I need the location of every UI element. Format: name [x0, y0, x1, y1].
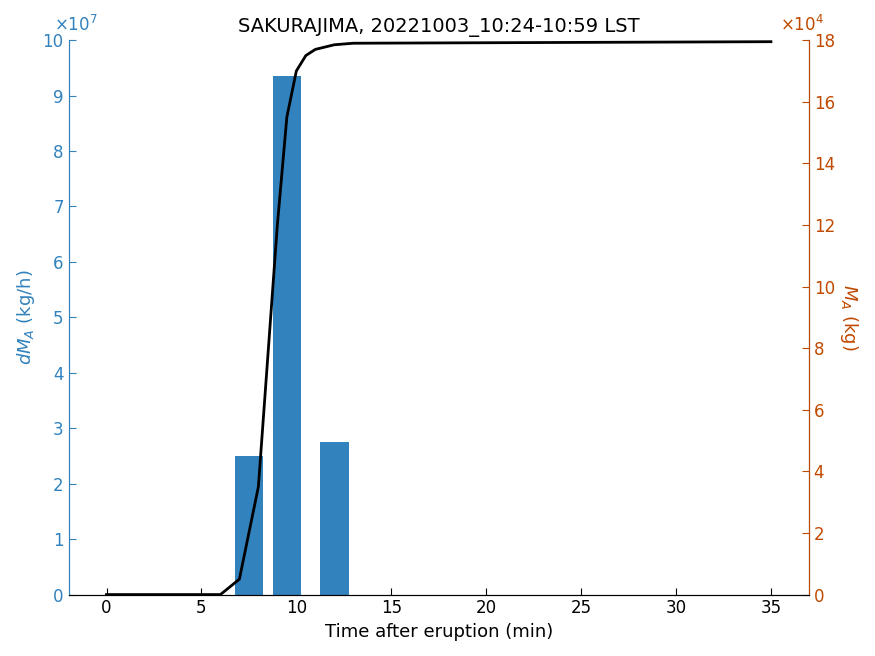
Bar: [273, 76, 301, 594]
X-axis label: Time after eruption (min): Time after eruption (min): [325, 623, 553, 641]
Bar: [320, 442, 348, 594]
Text: $\times 10^7$: $\times 10^7$: [53, 14, 97, 35]
Text: $\times 10^4$: $\times 10^4$: [780, 14, 823, 35]
Y-axis label: $dM_A\ \mathrm{(kg/h)}$: $dM_A\ \mathrm{(kg/h)}$: [15, 270, 37, 365]
Title: SAKURAJIMA, 20221003_10:24-10:59 LST: SAKURAJIMA, 20221003_10:24-10:59 LST: [238, 18, 640, 37]
Bar: [234, 456, 263, 594]
Y-axis label: $M_A\ \mathrm{(kg)}$: $M_A\ \mathrm{(kg)}$: [838, 284, 860, 351]
